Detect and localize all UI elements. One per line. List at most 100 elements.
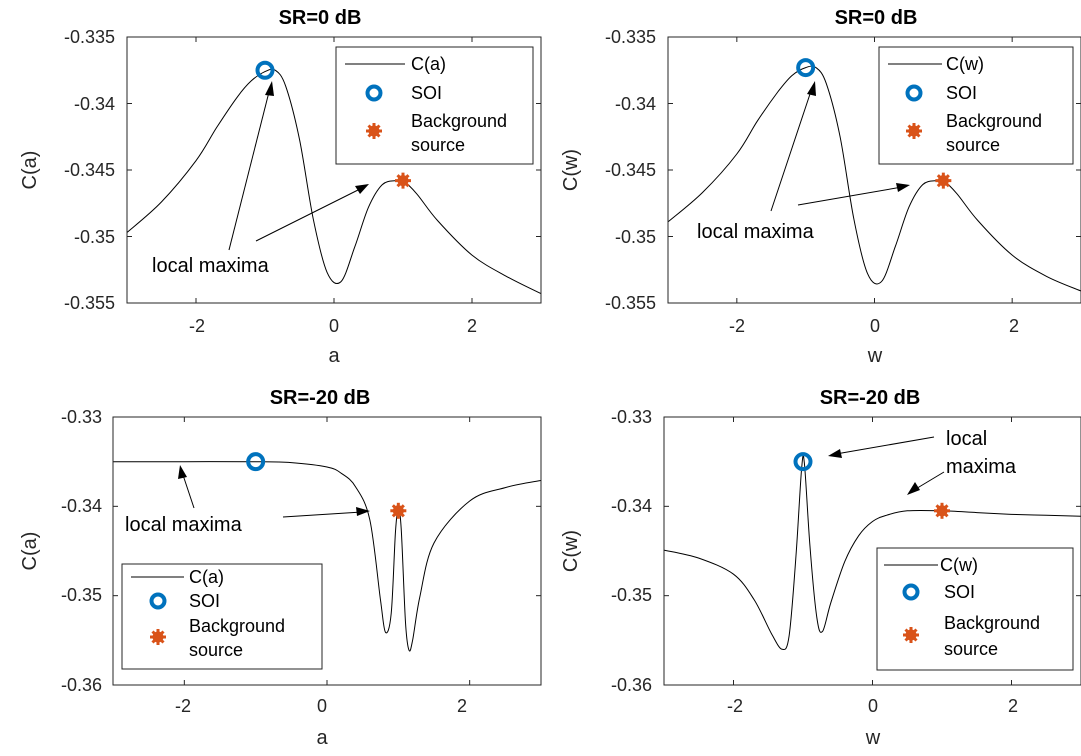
- legend-box: [121, 563, 323, 670]
- legend-label-background: Background: [189, 616, 285, 636]
- annotation-arrow: [913, 471, 945, 491]
- soi-marker: [255, 60, 275, 80]
- x-tick-label: -2: [727, 696, 743, 716]
- legend-box: [876, 547, 1074, 671]
- x-axis-label: w: [867, 345, 883, 367]
- annotation-arrow: [255, 187, 363, 242]
- legend-background-marker: [366, 123, 382, 139]
- plot-area: [126, 36, 542, 304]
- annotation-arrowhead: [896, 183, 910, 192]
- soi-marker: [246, 452, 266, 472]
- y-tick-label: -0.33: [611, 407, 652, 427]
- x-tick-label: -2: [729, 316, 745, 336]
- legend-label-soi: SOI: [946, 83, 977, 103]
- legend-label-source: source: [944, 639, 998, 659]
- x-axis-label: w: [865, 727, 881, 749]
- legend-label-background: Background: [946, 111, 1042, 131]
- y-tick-label: -0.34: [74, 94, 115, 114]
- legend-background-marker: [906, 123, 922, 139]
- annotation-arrowhead: [828, 449, 842, 458]
- background-source-marker: [390, 502, 407, 519]
- legend-soi-marker: [902, 583, 920, 601]
- y-tick-label: -0.34: [61, 496, 102, 516]
- chart-bottom-right: SR=-20 dB -2 0 2 -0.36 -0.35 -0.34 -0.33…: [560, 387, 1081, 749]
- chart-bottom-left: SR=-20 dB -2 0 2 -0.36 -0.35 -0.34 -0.33…: [19, 387, 542, 749]
- x-tick-label: 2: [1009, 316, 1019, 336]
- background-source-marker: [395, 172, 411, 189]
- annotation-arrow: [181, 471, 195, 509]
- annotation-text: local maxima: [125, 514, 243, 536]
- soi-marker: [796, 58, 816, 78]
- plot-area: [663, 416, 1081, 686]
- legend-label-source: source: [411, 135, 465, 155]
- annotation-arrowhead: [355, 184, 369, 194]
- annotation-arrow: [797, 186, 903, 206]
- y-tick-label: -0.345: [64, 160, 115, 180]
- legend: C(w) SOI Background source: [878, 46, 1074, 165]
- chart-title: SR=-20 dB: [270, 387, 371, 409]
- legend-background-marker: [150, 629, 166, 645]
- annotation-arrowhead: [907, 482, 920, 495]
- y-tick-label: -0.355: [605, 293, 656, 313]
- y-tick-label: -0.35: [61, 585, 102, 605]
- x-tick-label: 2: [457, 696, 467, 716]
- background-source-marker: [934, 502, 950, 519]
- annotation-arrow: [282, 511, 363, 518]
- annotation-arrow: [770, 87, 813, 212]
- legend: C(a) SOI Background source: [335, 46, 534, 165]
- legend-background-marker: [903, 627, 919, 643]
- y-axis-label: C(a): [19, 532, 41, 571]
- x-axis-label: a: [328, 345, 340, 367]
- y-tick-label: -0.34: [615, 94, 656, 114]
- legend-label-curve: C(w): [946, 54, 984, 74]
- y-tick-label: -0.345: [605, 160, 656, 180]
- series-line: [126, 68, 542, 295]
- y-axis-label: C(a): [19, 151, 41, 190]
- annotation-arrow: [228, 87, 271, 251]
- chart-title: SR=0 dB: [279, 7, 362, 29]
- plot-area: [667, 36, 1081, 304]
- legend-label-soi: SOI: [411, 83, 442, 103]
- soi-marker: [793, 452, 813, 472]
- chart-top-left: SR=0 dB -2 0 2 -0.355 -0.35 -0.345 -0.34…: [19, 7, 542, 367]
- x-tick-label: -2: [189, 316, 205, 336]
- legend-label-source: source: [189, 640, 243, 660]
- chart-top-right: SR=0 dB -2 0 2 -0.355 -0.35 -0.345 -0.34…: [560, 7, 1081, 367]
- legend: C(a) SOI Background source: [121, 563, 323, 670]
- plot-area: [112, 416, 542, 686]
- annotation-arrowhead: [178, 465, 187, 479]
- legend-label-background: Background: [411, 111, 507, 131]
- legend-label-curve: C(a): [411, 54, 446, 74]
- annotation-text: local: [946, 428, 987, 450]
- legend-box: [878, 46, 1074, 165]
- y-tick-label: -0.335: [64, 27, 115, 47]
- y-tick-label: -0.35: [615, 227, 656, 247]
- series-line: [667, 65, 1081, 292]
- chart-title: SR=0 dB: [835, 7, 918, 29]
- y-axis-label: C(w): [560, 530, 582, 572]
- y-tick-label: -0.335: [605, 27, 656, 47]
- x-tick-label: 0: [868, 696, 878, 716]
- annotation-arrow: [835, 436, 935, 455]
- legend-box: [335, 46, 534, 165]
- legend-soi-marker: [905, 84, 923, 102]
- x-axis-label: a: [316, 727, 328, 749]
- x-tick-label: -2: [175, 696, 191, 716]
- y-tick-label: -0.34: [611, 496, 652, 516]
- annotation-arrowhead: [807, 81, 816, 96]
- legend-label-background: Background: [944, 613, 1040, 633]
- legend-label-curve: C(a): [189, 567, 224, 587]
- y-tick-label: -0.36: [611, 675, 652, 695]
- annotation-arrowhead: [265, 81, 274, 96]
- legend: C(w) SOI Background source: [876, 547, 1074, 671]
- y-tick-label: -0.33: [61, 407, 102, 427]
- chart-title: SR=-20 dB: [820, 387, 921, 409]
- y-axis-label: C(w): [560, 149, 582, 191]
- annotation-arrowhead: [356, 507, 370, 516]
- x-tick-label: 2: [467, 316, 477, 336]
- y-tick-label: -0.36: [61, 675, 102, 695]
- annotation-text: maxima: [946, 456, 1017, 478]
- background-source-marker: [935, 172, 952, 189]
- annotation-text: local maxima: [152, 255, 270, 277]
